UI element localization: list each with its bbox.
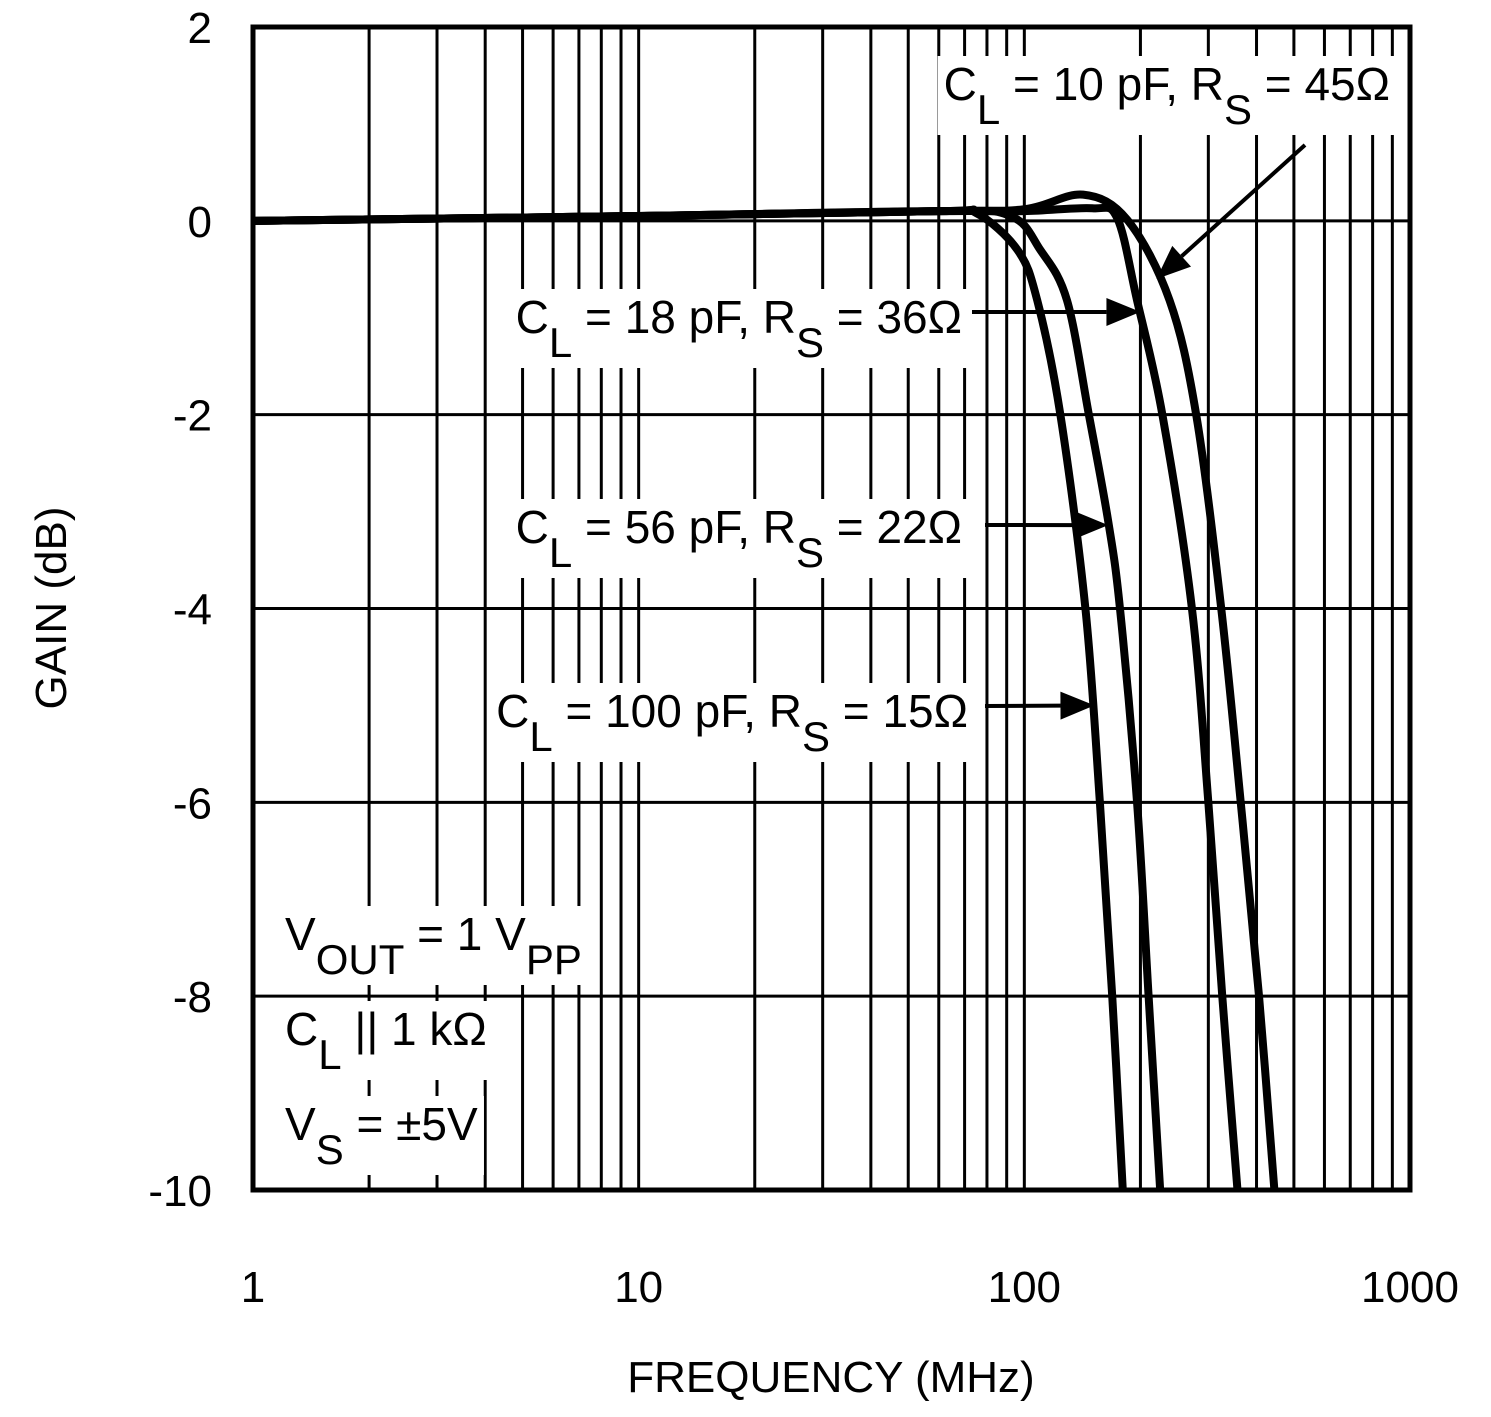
text-segment: C (285, 1003, 318, 1055)
subscript: L (529, 713, 552, 760)
annotation-label: CL || 1 kΩ (279, 1001, 493, 1080)
text-segment: = 45Ω (1252, 58, 1390, 110)
label-background (509, 499, 968, 578)
arrow-head (1060, 691, 1095, 720)
arrow-head (1106, 297, 1141, 326)
subscript: L (549, 529, 572, 576)
x-tick-label: 10 (614, 1263, 663, 1312)
text-segment: V (285, 908, 316, 960)
y-tick-label: -2 (173, 392, 212, 441)
subscript: OUT (316, 936, 405, 983)
x-axis-title: FREQUENCY (MHz) (627, 1353, 1034, 1402)
series-line (252, 190, 1279, 1191)
annotation-text: CL || 1 kΩ (285, 1003, 487, 1078)
label-background (279, 906, 588, 985)
subscript: S (802, 713, 830, 760)
text-segment: C (516, 501, 549, 553)
x-tick-label: 100 (988, 1263, 1061, 1312)
text-segment: = ±5V (344, 1098, 478, 1150)
grid (253, 25, 1410, 1192)
arrow-head (1156, 245, 1192, 279)
annotation-label: CL = 56 pF, RS = 22Ω (509, 499, 968, 578)
y-tick-label: 2 (188, 4, 212, 53)
y-tick-label: -4 (173, 586, 212, 635)
annotation-label: VS = ±5V (279, 1096, 484, 1175)
annotation-text: CL = 10 pF, RS = 45Ω (944, 58, 1390, 133)
annotation-text: VOUT = 1 VPP (285, 908, 582, 983)
subscript: S (1224, 86, 1252, 133)
annotation-text: CL = 100 pF, RS = 15Ω (496, 685, 968, 760)
text-segment: V (285, 1098, 316, 1150)
annotation-arrow (1180, 143, 1307, 258)
subscript: S (316, 1126, 344, 1173)
subscript: S (796, 319, 824, 366)
text-segment: C (944, 58, 977, 110)
x-tick-labels: 1 10 100 1000 (241, 1263, 1459, 1312)
label-background (937, 56, 1396, 135)
text-segment: = 18 pF, R (572, 291, 796, 343)
y-tick-label: -10 (148, 1167, 212, 1216)
text-segment: = 100 pF, R (553, 685, 802, 737)
subscript: PP (526, 936, 582, 983)
y-tick-label: -6 (173, 779, 212, 828)
y-axis-title: GAIN (dB) (27, 507, 76, 710)
text-segment: = 56 pF, R (572, 501, 796, 553)
subscript: L (977, 86, 1000, 133)
text-segment: || 1 kΩ (342, 1003, 487, 1055)
label-background (279, 1001, 493, 1080)
text-segment: = 15Ω (830, 685, 968, 737)
text-segment: = 1 V (404, 908, 526, 960)
subscript: L (318, 1031, 341, 1078)
subscript: L (549, 319, 572, 366)
annotation-label: CL = 18 pF, RS = 36Ω (509, 289, 968, 368)
text-segment: C (516, 291, 549, 343)
annotation-label: CL = 100 pF, RS = 15Ω (490, 683, 974, 762)
text-segment: = 22Ω (824, 501, 962, 553)
arrow-head (1074, 511, 1109, 540)
text-segment: = 10 pF, R (1000, 58, 1224, 110)
y-tick-label: -8 (173, 973, 212, 1022)
y-tick-label: 0 (188, 198, 212, 247)
annotation-text: CL = 18 pF, RS = 36Ω (516, 291, 962, 366)
x-tick-label: 1000 (1361, 1263, 1459, 1312)
text-segment: C (496, 685, 529, 737)
subscript: S (796, 529, 824, 576)
annotation-text: CL = 56 pF, RS = 22Ω (516, 501, 962, 576)
x-tick-label: 1 (241, 1263, 265, 1312)
annotation-label: VOUT = 1 VPP (279, 906, 588, 985)
annotation-text: VS = ±5V (285, 1098, 478, 1173)
label-background (509, 289, 968, 368)
label-background (490, 683, 974, 762)
plot-frame (250, 24, 1413, 1193)
text-segment: = 36Ω (824, 291, 962, 343)
y-tick-labels: 2 0 -2 -4 -6 -8 -10 (148, 4, 212, 1216)
annotation-label: CL = 10 pF, RS = 45Ω (937, 56, 1396, 135)
curves (252, 190, 1279, 1191)
label-background (279, 1096, 484, 1175)
